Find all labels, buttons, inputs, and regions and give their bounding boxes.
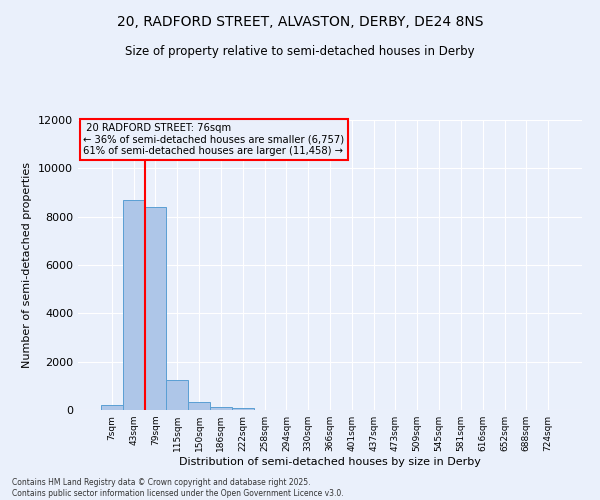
Bar bbox=[123, 200, 145, 410]
Text: Size of property relative to semi-detached houses in Derby: Size of property relative to semi-detach… bbox=[125, 45, 475, 58]
Text: 20, RADFORD STREET, ALVASTON, DERBY, DE24 8NS: 20, RADFORD STREET, ALVASTON, DERBY, DE2… bbox=[117, 15, 483, 29]
Bar bbox=[232, 408, 254, 410]
X-axis label: Distribution of semi-detached houses by size in Derby: Distribution of semi-detached houses by … bbox=[179, 457, 481, 467]
Bar bbox=[166, 380, 188, 410]
Y-axis label: Number of semi-detached properties: Number of semi-detached properties bbox=[22, 162, 32, 368]
Bar bbox=[145, 206, 166, 410]
Bar bbox=[210, 408, 232, 410]
Bar bbox=[101, 404, 123, 410]
Bar bbox=[188, 402, 210, 410]
Text: 20 RADFORD STREET: 76sqm 
← 36% of semi-detached houses are smaller (6,757)
61% : 20 RADFORD STREET: 76sqm ← 36% of semi-d… bbox=[83, 123, 344, 156]
Text: Contains HM Land Registry data © Crown copyright and database right 2025.
Contai: Contains HM Land Registry data © Crown c… bbox=[12, 478, 344, 498]
